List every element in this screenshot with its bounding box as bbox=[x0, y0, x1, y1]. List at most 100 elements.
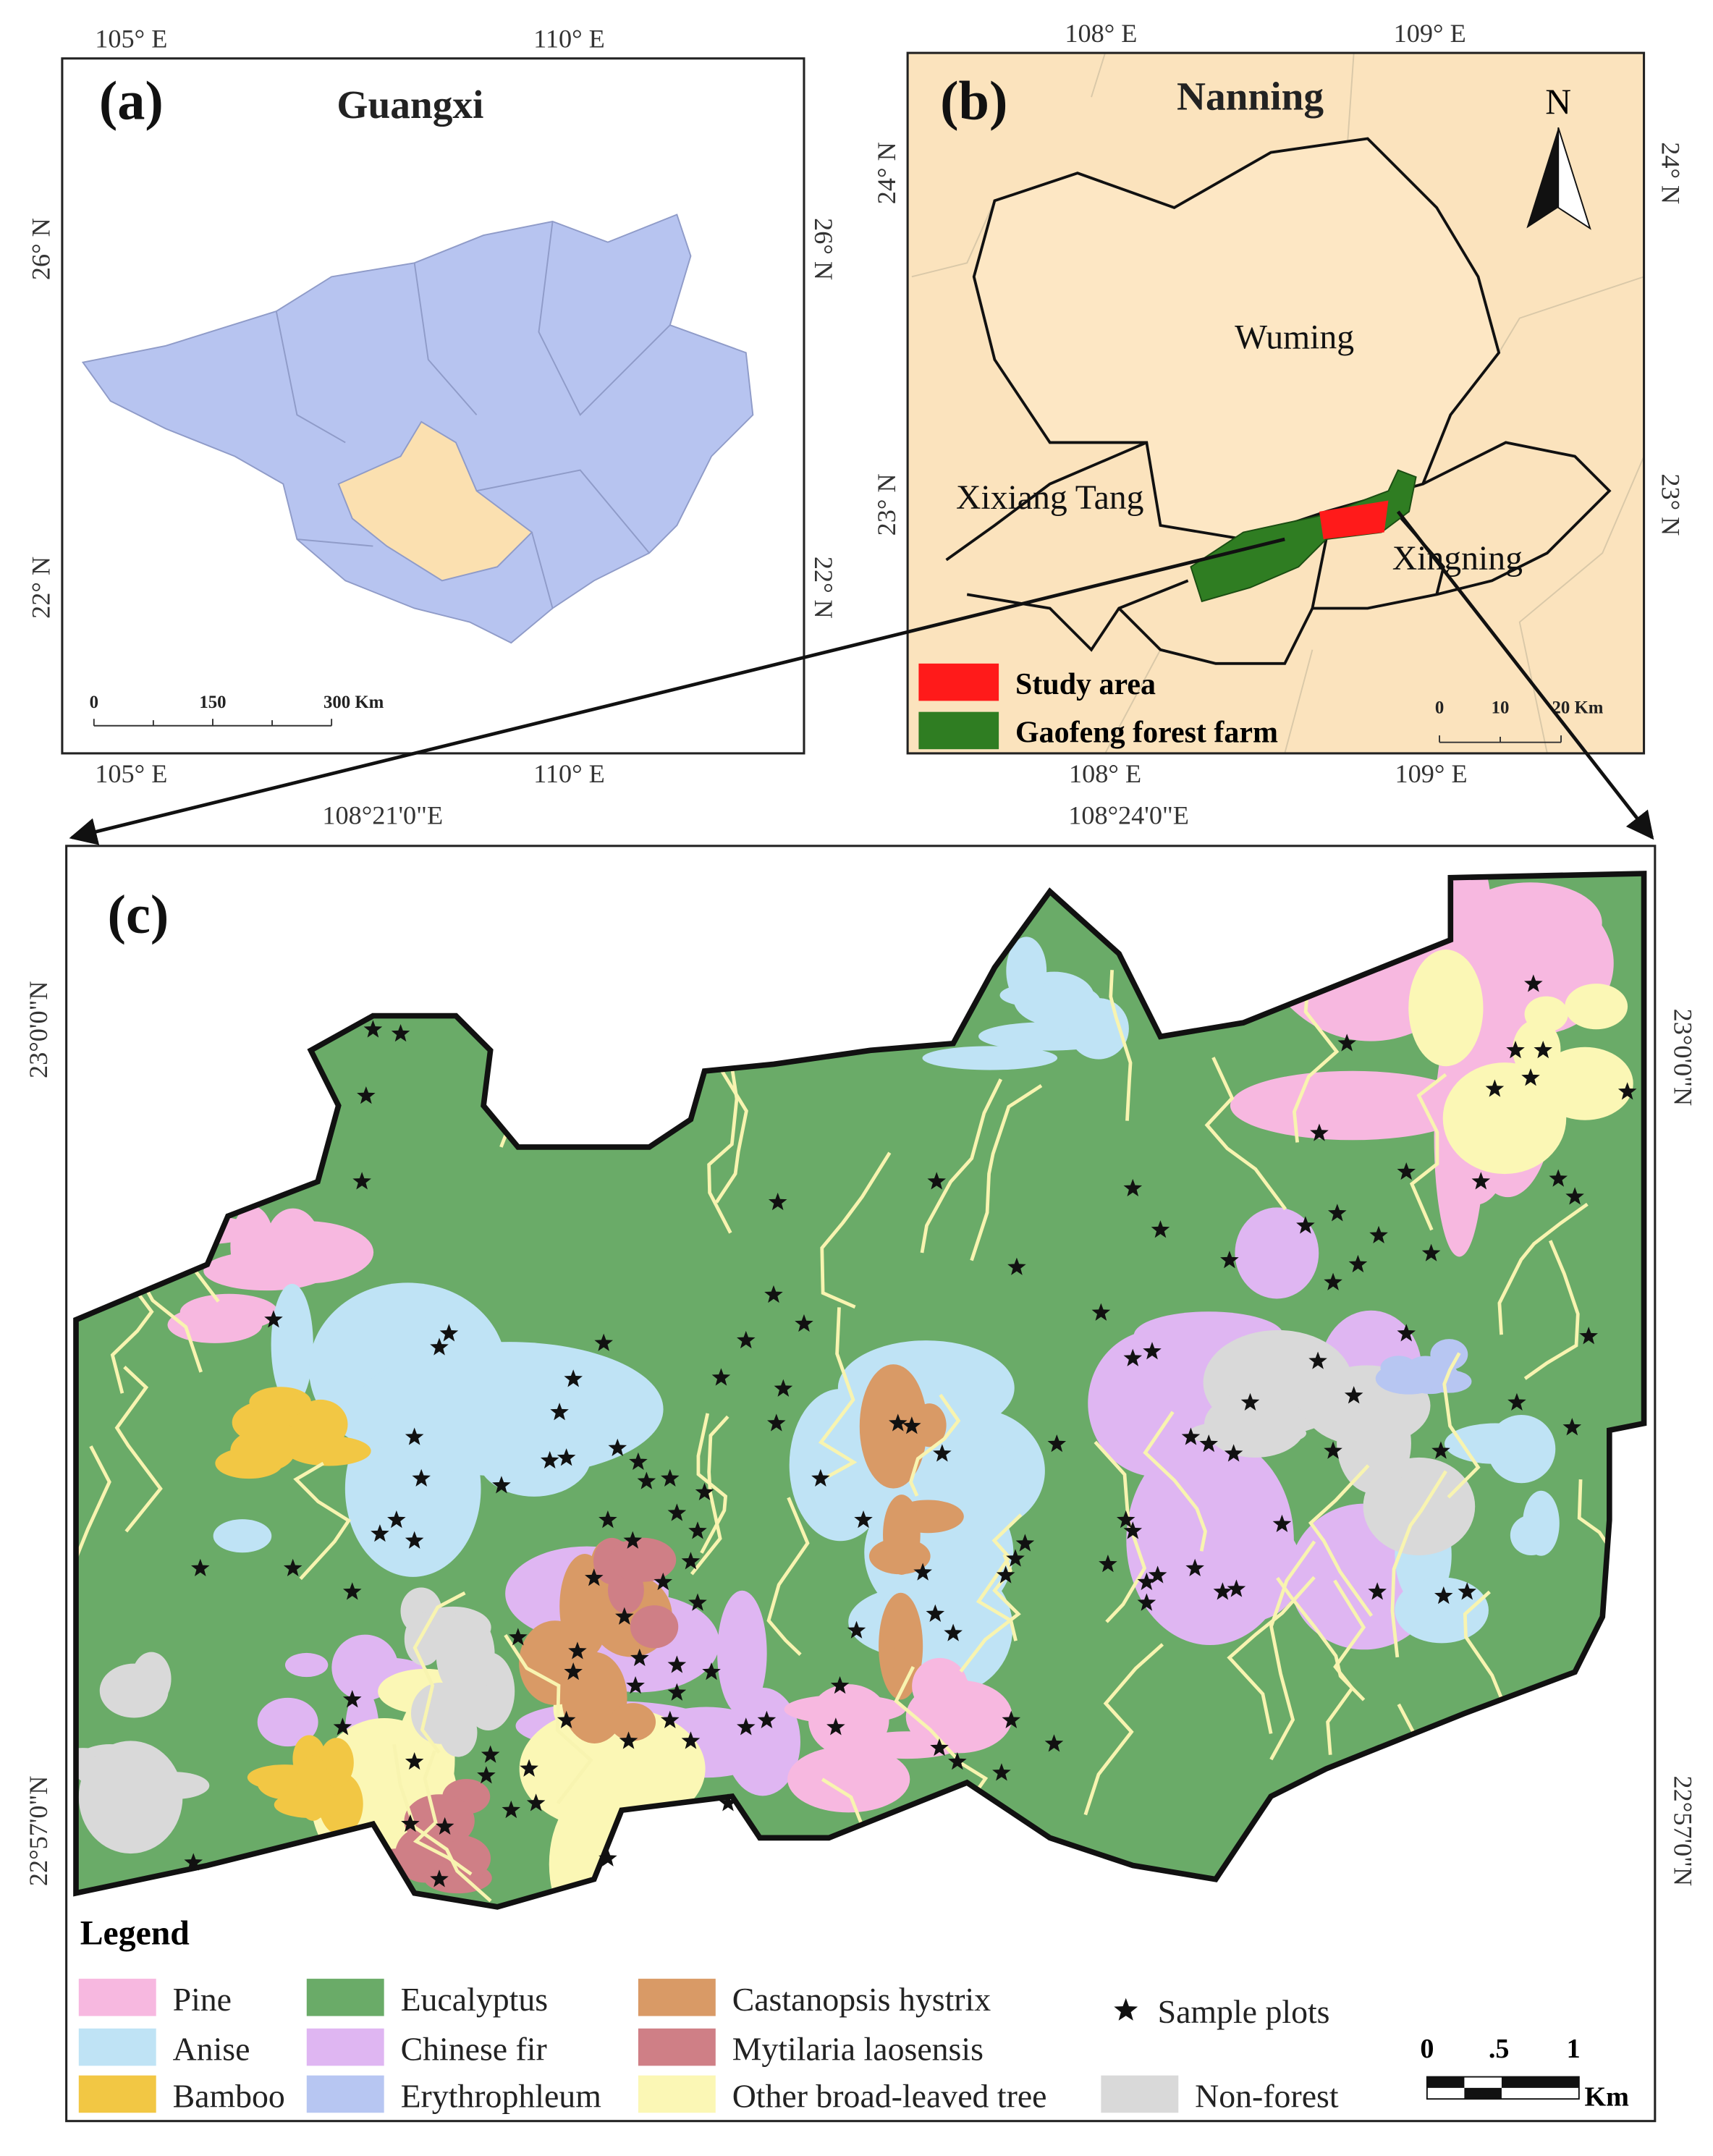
lat-label: 24° N bbox=[872, 142, 901, 204]
forest-patch bbox=[609, 1537, 677, 1582]
sample-plots bbox=[184, 974, 1637, 1887]
legend-swatch bbox=[78, 2075, 156, 2113]
forest-patch bbox=[1204, 1391, 1306, 1458]
lat-label: 26° N bbox=[809, 218, 838, 280]
sample-plot bbox=[1368, 1582, 1387, 1600]
panel-a: (a) Guangxi 105° E 110° E 105° E 110° E … bbox=[27, 24, 839, 788]
sample-plot bbox=[342, 1582, 362, 1600]
sample-plot bbox=[695, 1482, 714, 1501]
sample-plot bbox=[719, 1793, 737, 1812]
forest-patch bbox=[887, 1645, 922, 1670]
sample-plot bbox=[1521, 1068, 1540, 1086]
sample-plot bbox=[854, 1510, 873, 1529]
legend-symbol bbox=[1114, 1998, 1138, 2021]
stream bbox=[1442, 1352, 1481, 1499]
sample-plot bbox=[626, 1676, 645, 1694]
stream bbox=[1523, 1240, 1580, 1380]
legend-label: Castanopsis hystrix bbox=[732, 1981, 991, 2018]
legend-swatch bbox=[306, 2075, 384, 2113]
sample-plot bbox=[667, 1503, 687, 1521]
sample-plot bbox=[401, 1814, 420, 1832]
lat-label: 23°0'0"N bbox=[1669, 1009, 1698, 1107]
legend-label: Sample plots bbox=[1158, 1993, 1330, 2030]
forest-patch bbox=[249, 1387, 311, 1418]
forest-patch bbox=[808, 1684, 889, 1756]
stream bbox=[1094, 1440, 1147, 1623]
sample-plot bbox=[630, 1648, 649, 1667]
forest-patch bbox=[575, 1730, 674, 1801]
sample-plot bbox=[526, 1793, 546, 1812]
legend: Pine Anise Bamboo Eucalyptus Chinese fir Eryt… bbox=[78, 1979, 1339, 2115]
sample-plot bbox=[1116, 1510, 1135, 1529]
legend-swatch bbox=[78, 1979, 156, 2016]
forest-patch bbox=[912, 1657, 968, 1715]
sample-plot bbox=[1337, 1033, 1356, 1052]
sample-plot bbox=[811, 1468, 830, 1487]
scale-bar bbox=[1439, 735, 1562, 743]
scale-label: 10 bbox=[1492, 698, 1510, 718]
legend-label: Anise bbox=[173, 2031, 250, 2068]
legend-swatch bbox=[638, 1979, 716, 2016]
panel-frame bbox=[61, 57, 805, 755]
forest-patch bbox=[1126, 1435, 1294, 1645]
zoom-arrow bbox=[69, 537, 1285, 845]
sample-plot bbox=[435, 1817, 454, 1835]
legend-swatch bbox=[306, 2028, 384, 2066]
scale-label: 1 bbox=[1567, 2034, 1581, 2064]
forest-map bbox=[75, 873, 1644, 1907]
stream bbox=[1308, 1464, 1374, 1618]
stream bbox=[1292, 987, 1340, 1143]
forest-patch bbox=[1408, 950, 1484, 1067]
stream bbox=[1269, 1540, 1316, 1761]
sample-plot bbox=[1123, 1178, 1143, 1197]
forest-patch bbox=[284, 1652, 329, 1678]
sample-plot bbox=[1458, 1582, 1477, 1600]
legend-label: Erythrophleum bbox=[401, 2078, 601, 2115]
lat-label: 22°57'0"N bbox=[24, 1776, 53, 1887]
stream bbox=[504, 1633, 593, 1805]
sample-plot bbox=[1549, 1169, 1568, 1187]
county-boundary bbox=[945, 441, 1612, 665]
forest-patch bbox=[1395, 1577, 1489, 1644]
sample-plot bbox=[795, 1314, 813, 1332]
legend-label: Gaofeng forest farm bbox=[1015, 716, 1278, 750]
sample-plot bbox=[1524, 974, 1543, 992]
sample-plot bbox=[1327, 1204, 1347, 1222]
stream bbox=[920, 1078, 1003, 1254]
sample-plot bbox=[1431, 1441, 1450, 1459]
forest-patch bbox=[1375, 1362, 1442, 1395]
forest-patch bbox=[883, 1495, 921, 1575]
lon-label: 105° E bbox=[95, 759, 167, 788]
sample-plot bbox=[1369, 1225, 1388, 1243]
sample-plot bbox=[1148, 1565, 1167, 1584]
sample-plot bbox=[1181, 1427, 1201, 1445]
sample-plot bbox=[509, 1628, 528, 1646]
forest-patch bbox=[215, 1447, 283, 1479]
lon-label: 108°21'0"E bbox=[322, 800, 443, 829]
stream bbox=[1143, 1411, 1207, 1552]
legend-swatch bbox=[1101, 2075, 1179, 2113]
legend-label: Eucalyptus bbox=[401, 1981, 549, 2018]
sample-plot bbox=[1220, 1251, 1239, 1269]
scale-label: 20 Km bbox=[1552, 698, 1603, 718]
sample-plot bbox=[599, 1510, 617, 1529]
place-label: Xixiang Tang bbox=[956, 478, 1144, 517]
sample-plot bbox=[902, 1416, 921, 1434]
lat-label: 23° N bbox=[1656, 473, 1685, 536]
zoom-arrow bbox=[1396, 510, 1654, 840]
sample-plot bbox=[661, 1710, 680, 1729]
sample-plot bbox=[1143, 1342, 1162, 1360]
sample-plot bbox=[1015, 1534, 1035, 1552]
forest-patch bbox=[1487, 1414, 1556, 1484]
sample-plot bbox=[557, 1710, 576, 1729]
stream bbox=[1083, 1643, 1164, 1816]
forest-patch bbox=[410, 1682, 470, 1744]
sample-plot bbox=[1091, 1303, 1111, 1321]
sample-plot bbox=[1397, 1162, 1416, 1180]
sample-plot bbox=[1123, 1348, 1143, 1366]
sample-plot bbox=[1565, 1187, 1584, 1205]
stream bbox=[818, 1307, 858, 1479]
lat-label: 24° N bbox=[1656, 142, 1685, 204]
sample-plot bbox=[930, 1738, 949, 1756]
